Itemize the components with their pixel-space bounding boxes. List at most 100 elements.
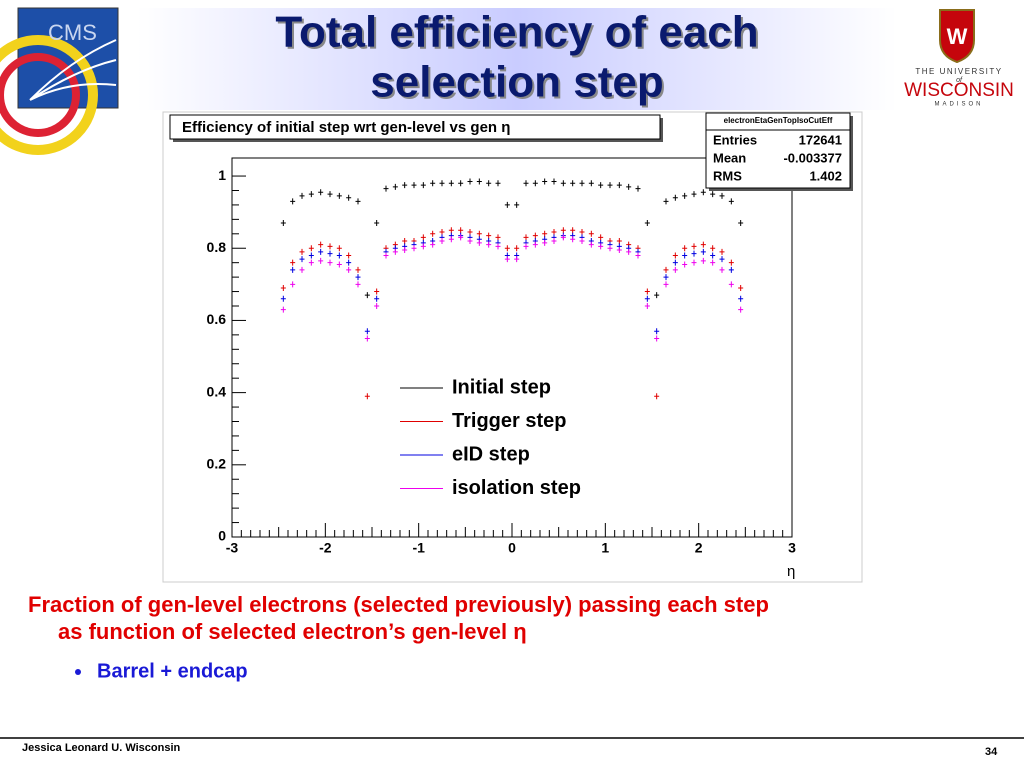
marker (318, 241, 324, 248)
marker (635, 185, 641, 192)
slide-title: Total efficiency of each (275, 8, 758, 57)
wisconsin-logo: W THE UNIVERSITY of WISCONSIN MADISON (904, 9, 1014, 108)
marker (308, 252, 314, 259)
marker (290, 198, 296, 205)
marker (560, 180, 566, 187)
title-shadow: selection step (372, 60, 665, 109)
marker (700, 189, 706, 196)
marker (467, 228, 473, 235)
marker (663, 274, 669, 281)
marker (318, 189, 324, 196)
marker (364, 335, 370, 342)
marker (579, 228, 585, 235)
marker (392, 183, 398, 190)
marker (635, 252, 641, 259)
marker (570, 227, 576, 234)
marker (579, 238, 585, 245)
marker (374, 302, 380, 309)
marker (588, 230, 594, 237)
marker (644, 288, 650, 295)
marker (738, 219, 744, 226)
marker (430, 180, 436, 187)
marker (495, 234, 501, 241)
marker (626, 248, 632, 255)
marker (448, 227, 454, 234)
logo-text: MADISON (934, 102, 983, 108)
marker (682, 192, 688, 199)
marker (682, 252, 688, 259)
marker (691, 250, 697, 257)
y-tick-label: 0.6 (207, 311, 227, 327)
y-tick-label: 0 (218, 528, 226, 544)
marker (346, 259, 352, 266)
marker (719, 248, 725, 255)
marker (336, 261, 342, 268)
marker (299, 192, 305, 199)
marker (476, 178, 482, 185)
marker (476, 239, 482, 246)
plot-title: Efficiency of initial step wrt gen-level… (182, 119, 510, 136)
marker (588, 241, 594, 248)
marker (700, 248, 706, 255)
marker (514, 245, 520, 252)
body-text: as function of selected electron’s gen-l… (58, 619, 527, 644)
marker (299, 266, 305, 273)
marker (280, 295, 286, 302)
marker (299, 248, 305, 255)
marker (280, 219, 286, 226)
marker (682, 245, 688, 252)
marker (486, 180, 492, 187)
marker (728, 281, 734, 288)
marker (644, 302, 650, 309)
bullet-text: Barrel + endcap (97, 660, 248, 682)
marker (654, 292, 660, 299)
marker (458, 180, 464, 187)
marker (514, 256, 520, 263)
marker (607, 182, 613, 189)
marker (495, 243, 501, 250)
marker (542, 178, 548, 185)
stats-name: electronEtaGenTopIsoCutEff (724, 116, 833, 125)
marker (383, 185, 389, 192)
logo-text: THE UNIVERSITY (915, 67, 1002, 76)
marker (458, 234, 464, 241)
marker (738, 306, 744, 313)
marker (588, 180, 594, 187)
logo-text: of (956, 77, 963, 84)
marker (672, 252, 678, 259)
marker (402, 238, 408, 245)
marker (420, 234, 426, 241)
marker (672, 259, 678, 266)
marker (598, 182, 604, 189)
marker (523, 234, 529, 241)
legend-label: Trigger step (452, 410, 566, 432)
marker (439, 228, 445, 235)
stats-value: -0.003377 (783, 150, 842, 165)
marker (700, 257, 706, 264)
x-tick-label: 2 (695, 540, 703, 556)
cms-logo: CMS (0, 7, 119, 155)
plot-title-box (169, 114, 661, 140)
marker (336, 252, 342, 259)
marker (402, 247, 408, 254)
stats-label: Mean (713, 150, 746, 165)
marker (392, 248, 398, 255)
marker (551, 228, 557, 235)
marker (318, 257, 324, 264)
y-tick-label: 0.4 (207, 383, 227, 399)
marker (532, 232, 538, 239)
stats-label: RMS (713, 168, 742, 183)
marker (355, 266, 361, 273)
marker (346, 252, 352, 259)
svg-text:W: W (947, 24, 968, 49)
marker (495, 180, 501, 187)
y-tick-label: 0.8 (207, 239, 227, 255)
x-tick-label: -2 (319, 540, 332, 556)
y-tick-label: 1 (218, 167, 226, 183)
marker (364, 393, 370, 400)
marker (682, 261, 688, 268)
marker (355, 281, 361, 288)
marker (504, 245, 510, 252)
marker (710, 259, 716, 266)
